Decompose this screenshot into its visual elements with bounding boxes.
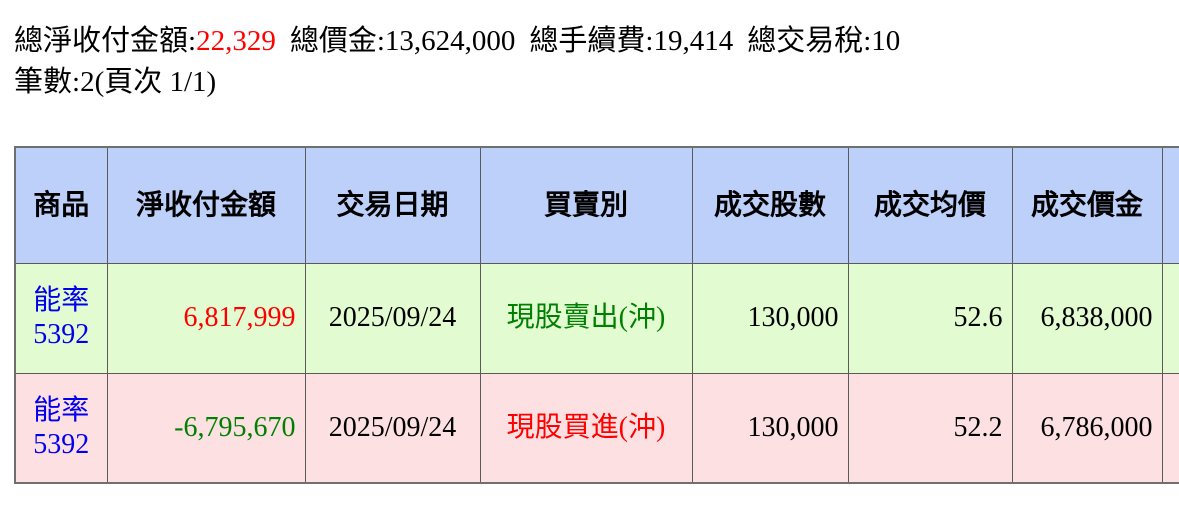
column-header-symbol[interactable]: 商品: [14, 146, 108, 264]
cell-trade-date: 2025/09/24: [304, 262, 481, 374]
cell-avg-price: 52.2: [847, 372, 1013, 484]
table-row[interactable]: 能率 5392 6,817,999 2025/09/24 現股賣出(沖) 130,000 5…: [14, 262, 1179, 374]
summary-total-label-3: 總交易稅:: [747, 25, 872, 57]
summary-total-value-2: 19,414: [653, 25, 734, 57]
cell-net-amount: -6,795,670: [106, 372, 306, 484]
summary-count-value-0: 2(頁次 1/1): [80, 66, 217, 98]
column-header-shares[interactable]: 成交股數: [691, 146, 849, 264]
column-header-net_amount[interactable]: 淨收付金額: [106, 146, 306, 264]
summary-line-totals: 總淨收付金額:22,329 總價金:13,624,000 總手續費:19,414 總交…: [14, 21, 1179, 62]
transactions-table: 商品淨收付金額交易日期買賣別成交股數成交均價成交價金手 能率53926,817,…: [14, 146, 1179, 484]
symbol-code: 5392: [33, 319, 90, 350]
summary-total-item-0: 總淨收付金額:22,329: [14, 25, 276, 57]
cell-symbol[interactable]: 能率 5392: [14, 372, 108, 484]
cell-fee: [1161, 372, 1179, 484]
cell-side: 現股買進(沖): [479, 372, 693, 484]
summary-total-value-0: 22,329: [196, 25, 276, 57]
summary-total-item-3: 總交易稅:10: [747, 25, 900, 57]
summary-total-label-1: 總價金:: [289, 25, 385, 57]
column-header-fee[interactable]: 手: [1161, 146, 1179, 264]
column-header-avg_price[interactable]: 成交均價: [847, 146, 1013, 264]
table-header: 商品淨收付金額交易日期買賣別成交股數成交均價成交價金手: [14, 146, 1179, 264]
column-header-gross_amount[interactable]: 成交價金: [1011, 146, 1163, 264]
transactions-table-container[interactable]: 商品淨收付金額交易日期買賣別成交股數成交均價成交價金手 能率53926,817,…: [14, 146, 1179, 484]
cell-trade-date: 2025/09/24: [304, 372, 481, 484]
symbol-name: 能率: [33, 394, 90, 426]
summary-total-value-3: 10: [871, 25, 901, 57]
cell-gross-amount: 6,838,000: [1011, 262, 1163, 374]
cell-avg-price: 52.6: [847, 262, 1013, 374]
summary-line-count: 筆數:2(頁次 1/1): [14, 62, 1179, 103]
table-row[interactable]: 能率 5392 -6,795,670 2025/09/24 現股買進(沖) 130,000…: [14, 372, 1179, 484]
column-header-trade_date[interactable]: 交易日期: [304, 146, 481, 264]
summary-block: 總淨收付金額:22,329 總價金:13,624,000 總手續費:19,414 總交…: [0, 0, 1179, 103]
table-header-row: 商品淨收付金額交易日期買賣別成交股數成交均價成交價金手: [14, 146, 1179, 264]
cell-side: 現股賣出(沖): [479, 262, 693, 374]
cell-shares: 130,000: [691, 372, 849, 484]
cell-fee: [1161, 262, 1179, 374]
summary-count-label-0: 筆數:: [14, 66, 81, 98]
summary-total-value-1: 13,624,000: [384, 25, 516, 57]
column-header-side[interactable]: 買賣別: [479, 146, 693, 264]
cell-gross-amount: 6,786,000: [1011, 372, 1163, 484]
summary-total-item-1: 總價金:13,624,000: [290, 25, 516, 57]
cell-symbol[interactable]: 能率 5392: [14, 262, 108, 374]
summary-total-label-0: 總淨收付金額:: [14, 25, 197, 57]
cell-shares: 130,000: [691, 262, 849, 374]
summary-total-label-2: 總手續費:: [529, 25, 654, 57]
symbol-code: 5392: [33, 428, 90, 460]
summary-count-item-0: 筆數:2(頁次 1/1): [14, 66, 216, 98]
symbol-name: 能率: [33, 285, 90, 316]
table-body: 能率 5392 6,817,999 2025/09/24 現股賣出(沖) 130,000 5…: [14, 262, 1179, 484]
summary-total-item-2: 總手續費:19,414: [529, 25, 733, 57]
cell-net-amount: 6,817,999: [106, 262, 306, 374]
